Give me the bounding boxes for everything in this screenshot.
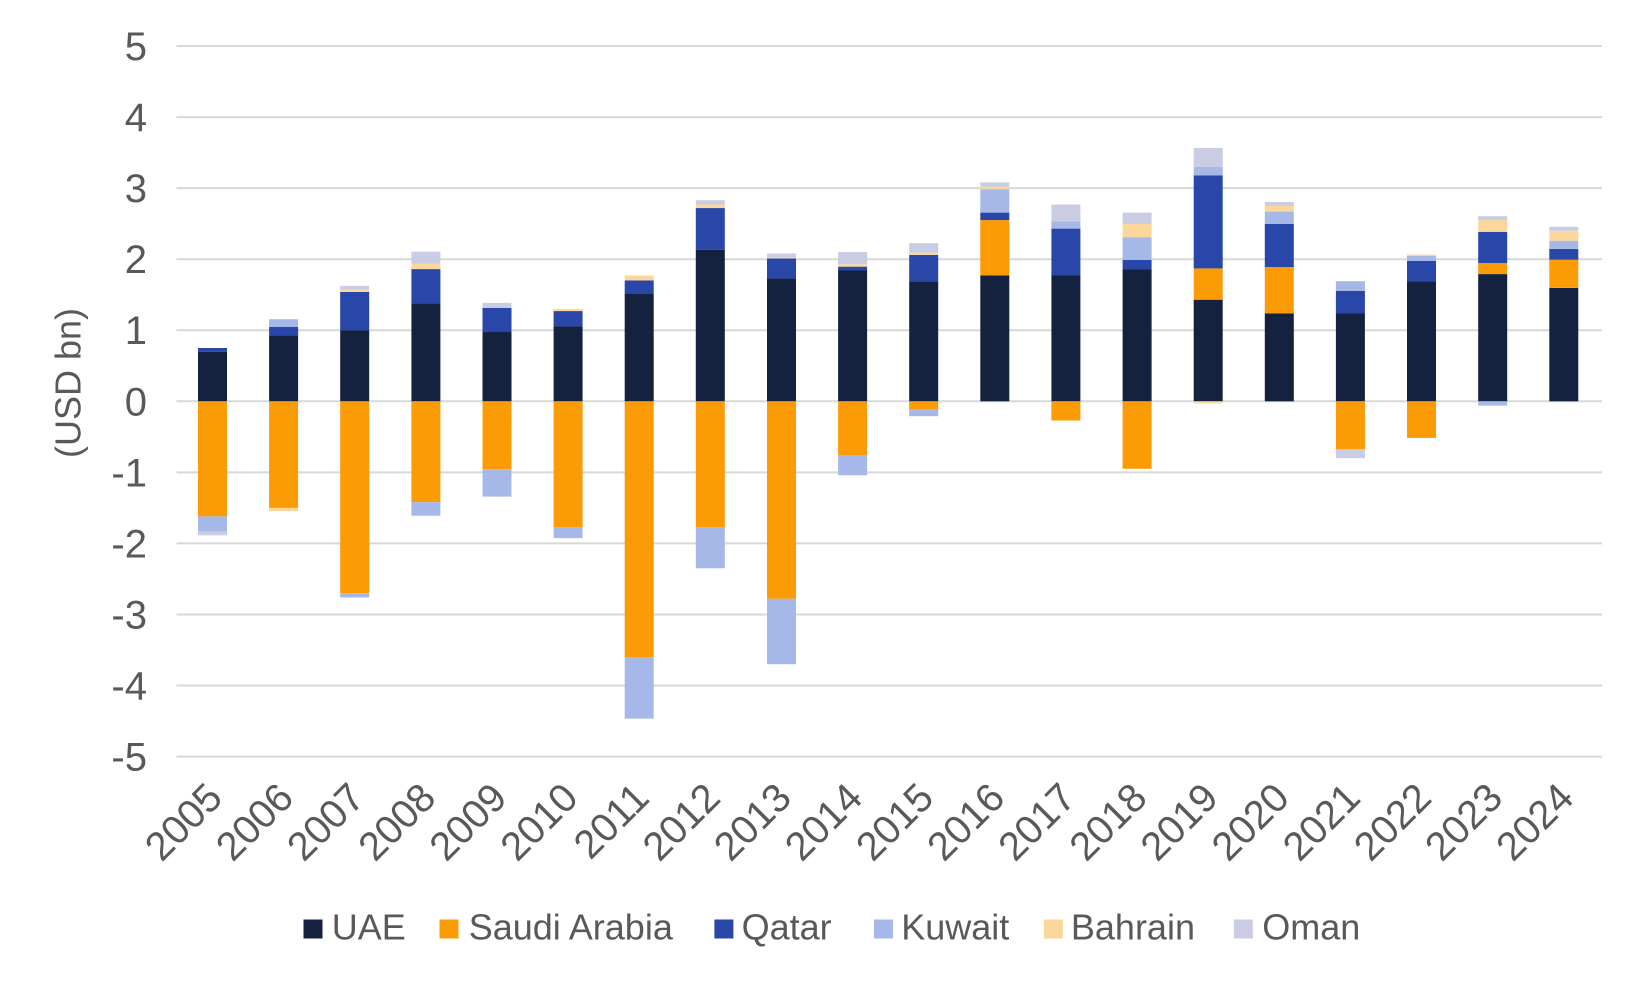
svg-text:0: 0: [125, 380, 147, 424]
svg-text:-1: -1: [111, 451, 147, 495]
svg-text:2: 2: [125, 238, 147, 282]
svg-text:-3: -3: [111, 594, 147, 638]
svg-text:-4: -4: [111, 665, 147, 709]
svg-text:UAE: UAE: [332, 907, 406, 948]
svg-text:Qatar: Qatar: [742, 907, 832, 948]
svg-text:Bahrain: Bahrain: [1071, 907, 1195, 948]
svg-text:5: 5: [125, 25, 147, 69]
svg-text:1: 1: [125, 309, 147, 353]
svg-text:(USD bn): (USD bn): [48, 308, 89, 458]
svg-text:4: 4: [125, 96, 147, 140]
svg-text:Kuwait: Kuwait: [901, 907, 1009, 948]
svg-text:-2: -2: [111, 522, 147, 566]
svg-text:Saudi Arabia: Saudi Arabia: [469, 907, 674, 948]
svg-text:Oman: Oman: [1262, 907, 1360, 948]
svg-text:-5: -5: [111, 736, 147, 780]
svg-text:3: 3: [125, 167, 147, 211]
